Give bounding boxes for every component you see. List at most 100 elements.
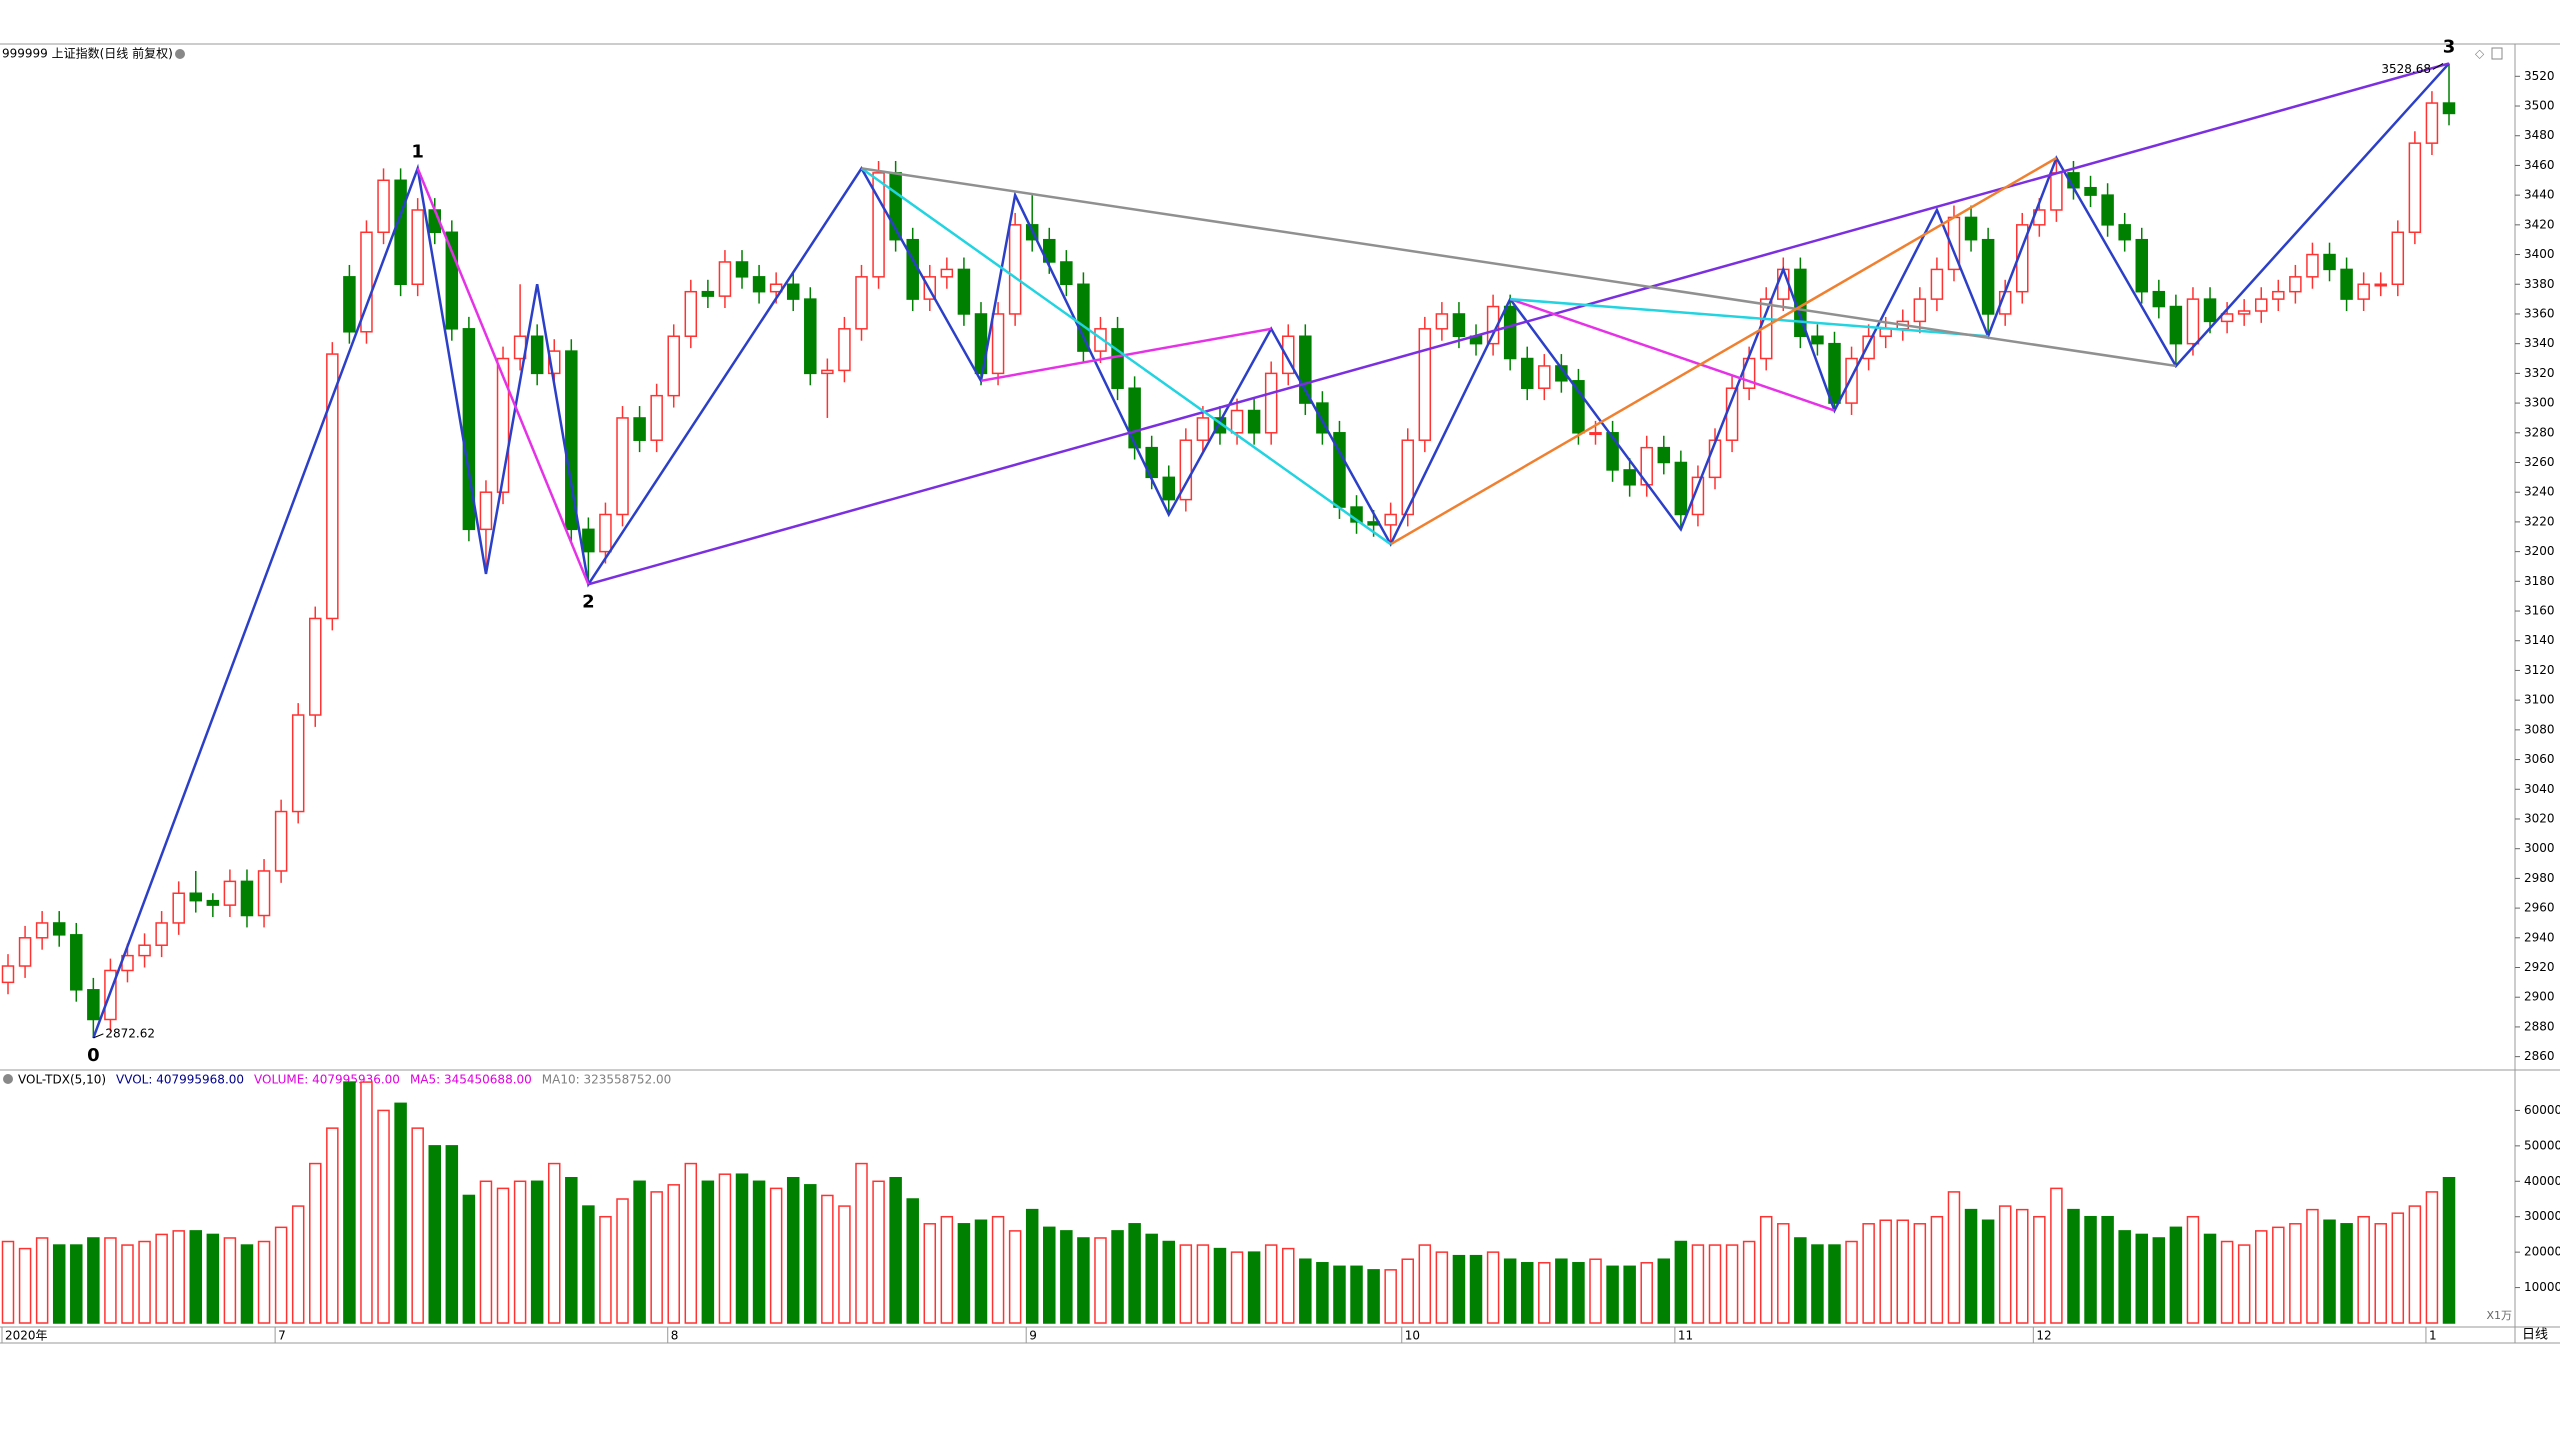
candle-body [2118, 224, 2131, 241]
volume-bar [2306, 1208, 2319, 1324]
period-label: 日线 [2522, 1328, 2548, 1343]
volume-bar [326, 1127, 339, 1324]
candle-body [309, 617, 322, 716]
volume-bar [1828, 1244, 1841, 1324]
volume-bar [1674, 1240, 1688, 1324]
volume-bar [240, 1244, 254, 1324]
volume-bar [718, 1173, 732, 1324]
volume-bar [462, 1194, 476, 1324]
candle-body [172, 892, 185, 924]
y-tick-label: 3400 [2524, 247, 2555, 261]
volume-bar [804, 1184, 817, 1324]
volume-bar [1333, 1265, 1346, 1324]
x-tick-label: 9 [1029, 1329, 1037, 1343]
volume-bar [1879, 1219, 1892, 1324]
y-tick-label: 3000 [2524, 841, 2555, 855]
volume-bar [633, 1180, 646, 1324]
candle-body [2050, 172, 2063, 211]
trend-line [588, 62, 2450, 586]
y-tick-label: 3380 [2524, 277, 2555, 291]
volume-bar [411, 1127, 424, 1324]
volume-bar [2203, 1233, 2217, 1324]
volume-bar [1452, 1254, 1466, 1324]
volume-header-item: MA5: 345450688.00 [410, 1073, 532, 1087]
volume-bar [2340, 1223, 2353, 1324]
volume-bar [223, 1237, 237, 1324]
volume-unit: X1万 [2486, 1309, 2512, 1322]
volume-bar [2186, 1215, 2200, 1324]
candle-body [1435, 313, 1449, 330]
volume-bar [1811, 1244, 1824, 1324]
volume-bar [2016, 1208, 2029, 1324]
low-label: 2872.62 [105, 1026, 155, 1040]
volume-bar [1555, 1258, 1568, 1324]
y-tick-label: 3100 [2524, 693, 2555, 707]
icon-window [2491, 47, 2503, 60]
candle-body [1828, 342, 1841, 404]
candle-body [1879, 328, 1892, 337]
volume-bar [1469, 1254, 1483, 1324]
candle-body [1128, 387, 1141, 449]
volume-tick-label: 50000 [2524, 1138, 2560, 1152]
candle-body [2237, 310, 2251, 315]
volume-bar [1145, 1233, 1158, 1324]
volume-bar [1538, 1262, 1551, 1324]
y-tick-label: 2960 [2524, 901, 2555, 915]
volume-bar [1896, 1219, 1910, 1324]
candle-body [240, 880, 254, 917]
volume-bar [2152, 1237, 2166, 1324]
candle-body [1589, 432, 1602, 436]
candle-body [1299, 335, 1312, 404]
volume-tick-label: 40000 [2524, 1174, 2560, 1188]
volume-header-item: VOLUME: 407995936.00 [254, 1073, 400, 1087]
volume-bar [565, 1176, 578, 1324]
candle-body [1964, 216, 1978, 241]
volume-bar [786, 1176, 800, 1324]
candle-body [1196, 417, 1210, 441]
candle-body [343, 276, 356, 333]
volume-bar [1094, 1237, 1107, 1324]
y-tick-label: 2940 [2524, 930, 2555, 944]
wave-label: 1 [411, 141, 424, 162]
volume-bar [1589, 1258, 1602, 1324]
wave-label: 3 [2443, 36, 2456, 57]
high-pointer [2432, 62, 2444, 70]
volume-bar [1043, 1226, 1056, 1324]
volume-bar [1520, 1262, 1534, 1324]
volume-bar [1367, 1269, 1380, 1324]
volume-bar [1316, 1262, 1329, 1324]
volume-bar [855, 1162, 868, 1324]
volume-bar [1777, 1223, 1790, 1324]
candle-body [70, 934, 83, 991]
candle-body [1094, 328, 1107, 352]
candle-body [1350, 506, 1363, 523]
y-tick-label: 3420 [2524, 217, 2555, 231]
y-tick-label: 3260 [2524, 455, 2555, 469]
volume-bar [104, 1237, 117, 1324]
volume-bar [1060, 1230, 1073, 1324]
candle-body [479, 491, 493, 531]
candle-body [2203, 298, 2217, 323]
volume-bar [138, 1240, 151, 1324]
volume-bar [274, 1226, 288, 1324]
volume-bar [18, 1247, 32, 1324]
volume-bar [957, 1223, 971, 1324]
candle-body [1179, 439, 1193, 501]
volume-bar [821, 1194, 834, 1324]
candle-body [940, 268, 954, 278]
volume-bar [189, 1230, 203, 1324]
y-tick-label: 3500 [2524, 99, 2555, 113]
x-tick-label: 8 [671, 1329, 679, 1343]
volume-bar [2357, 1215, 2370, 1324]
candle-body [18, 937, 32, 967]
candle-body [52, 922, 66, 936]
candle-body [1913, 298, 1927, 323]
candle-body [2391, 231, 2405, 286]
candle-body [206, 899, 220, 906]
volume-bar [1418, 1244, 1432, 1324]
y-tick-label: 3120 [2524, 663, 2555, 677]
volume-bar [1230, 1251, 1244, 1324]
y-tick-label: 2860 [2524, 1049, 2555, 1063]
volume-bar [2391, 1212, 2405, 1324]
